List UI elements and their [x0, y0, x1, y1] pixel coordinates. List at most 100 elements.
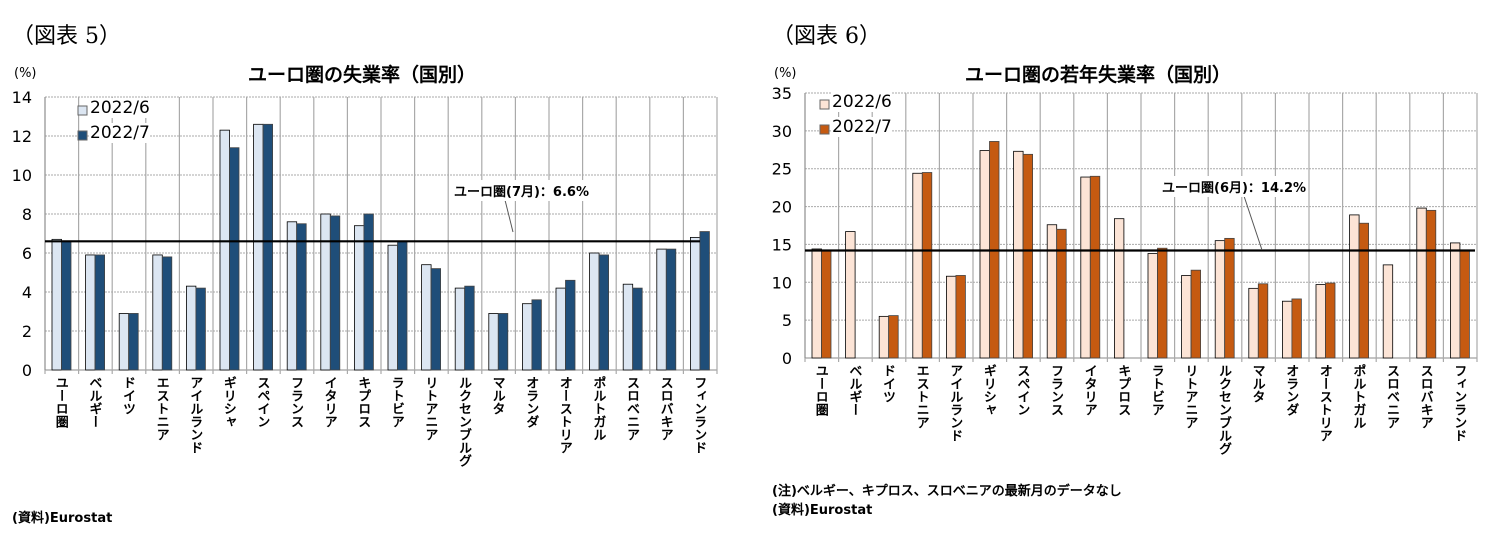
source-left: (資料)Eurostat: [12, 511, 113, 526]
category-label: アイルランド: [947, 364, 963, 442]
bar-2022-6: [1046, 224, 1058, 359]
y-tick-label: 10: [772, 273, 792, 292]
note-right: (注)ベルギー、キプロス、スロベニアの最新月のデータなし: [772, 484, 1122, 499]
y-tick-label: 25: [772, 160, 792, 179]
category-label: フランス: [288, 376, 303, 428]
bar-2022-7: [1358, 222, 1369, 359]
legend-label: 2022/7: [90, 123, 150, 143]
legend-label: 2022/6: [832, 92, 892, 112]
bar-2022-7: [497, 313, 509, 371]
category-label: イタリア: [321, 376, 337, 428]
reference-annotation: ユーロ圏(7月)：6.6%: [452, 180, 591, 201]
bar-2022-7: [821, 250, 832, 359]
bar-2022-6: [946, 275, 957, 359]
bar-2022-7: [1089, 175, 1101, 359]
bar-2022-7: [1459, 250, 1470, 359]
reference-annotation: ユーロ圏(6月)：14.2%: [1160, 176, 1309, 197]
category-label: エストニア: [913, 364, 929, 429]
y-tick-label: 0: [22, 361, 32, 380]
bar-2022-6: [454, 287, 466, 371]
legend-label: 2022/6: [90, 98, 150, 118]
bar-2022-7: [262, 123, 274, 371]
category-label: キプロス: [355, 376, 371, 428]
bar-2022-6: [421, 264, 432, 371]
category-label: フランス: [1048, 364, 1063, 416]
bar-2022-7: [1056, 228, 1067, 359]
bar-2022-7: [888, 315, 899, 359]
category-label: マルタ: [1249, 364, 1265, 403]
bar-2022-6: [979, 150, 990, 359]
bar-2022-6: [286, 221, 298, 371]
bar-2022-6: [522, 303, 533, 371]
category-label: フィンランド: [1451, 364, 1467, 442]
category-label: ポルトガル: [1350, 364, 1366, 429]
bar-2022-6: [1214, 240, 1226, 359]
bar-2022-6: [1114, 218, 1125, 359]
figure-label-5: （図表 5）: [12, 24, 121, 49]
bar-2022-6: [1315, 284, 1326, 359]
bar-2022-7: [955, 275, 966, 359]
bar-2022-6: [1416, 207, 1427, 359]
category-label: ユーロ圏: [812, 364, 828, 416]
bar-2022-7: [1325, 282, 1336, 359]
category-label: ルクセンブルグ: [1216, 364, 1231, 455]
bar-2022-7: [128, 313, 139, 371]
bar-2022-6: [51, 238, 62, 371]
bar-2022-6: [1450, 242, 1461, 359]
bar-2022-7: [1224, 237, 1235, 359]
figure-label-6: （図表 6）: [772, 24, 881, 49]
category-label: フィンランド: [691, 376, 707, 454]
category-label: ギリシャ: [980, 364, 996, 416]
category-label: リトアニア: [422, 376, 438, 441]
y-unit-left: (%): [14, 66, 37, 81]
category-label: スロベニア: [1384, 364, 1399, 429]
category-label: アイルランド: [187, 376, 203, 454]
legend-swatch: [77, 130, 88, 141]
category-label: ポルトガル: [590, 376, 606, 441]
bar-2022-7: [229, 147, 240, 371]
bar-2022-7: [699, 231, 710, 371]
bar-2022-7: [1022, 153, 1033, 359]
bar-2022-6: [1382, 264, 1394, 359]
bar-2022-7: [161, 256, 173, 371]
source-right: (資料)Eurostat: [772, 503, 873, 518]
bar-2022-6: [320, 213, 331, 371]
bar-2022-6: [353, 225, 365, 371]
y-tick-label: 35: [772, 84, 792, 103]
bar-2022-7: [329, 215, 341, 371]
category-label: ベルギー: [846, 364, 862, 416]
bar-2022-7: [565, 279, 576, 371]
category-label: ギリシャ: [220, 376, 236, 428]
bar-2022-6: [387, 244, 398, 371]
category-label: ラトビア: [388, 376, 404, 428]
bar-2022-7: [1190, 269, 1201, 359]
bar-2022-6: [656, 248, 667, 371]
y-tick-label: 10: [12, 166, 32, 185]
category-label: スペイン: [254, 376, 270, 428]
bar-2022-7: [363, 213, 374, 371]
bar-2022-7: [195, 287, 206, 371]
category-label: ラトビア: [1148, 364, 1164, 416]
y-unit-right: (%): [774, 66, 797, 81]
y-tick-label: 12: [12, 127, 32, 146]
category-label: オーストリア: [556, 376, 572, 454]
y-tick-label: 4: [22, 283, 32, 302]
y-tick-label: 20: [772, 198, 792, 217]
category-label: リトアニア: [1182, 364, 1198, 429]
y-tick-label: 2: [22, 322, 32, 341]
bar-2022-6: [878, 315, 890, 359]
chart-title-right: ユーロ圏の若年失業率（国別）: [965, 64, 1232, 86]
category-label: スロベニア: [624, 376, 639, 441]
bar-2022-6: [118, 313, 130, 371]
y-tick-label: 14: [12, 88, 32, 107]
bar-2022-7: [61, 240, 72, 371]
category-label: スロバキア: [1417, 364, 1433, 429]
y-tick-label: 6: [22, 244, 32, 263]
category-label: イタリア: [1081, 364, 1097, 416]
category-label: マルタ: [489, 376, 505, 415]
bar-2022-6: [555, 287, 566, 371]
bar-2022-6: [185, 285, 197, 371]
bar-2022-6: [1013, 150, 1024, 359]
bar-2022-6: [1248, 287, 1259, 359]
bar-2022-6: [1349, 214, 1360, 359]
